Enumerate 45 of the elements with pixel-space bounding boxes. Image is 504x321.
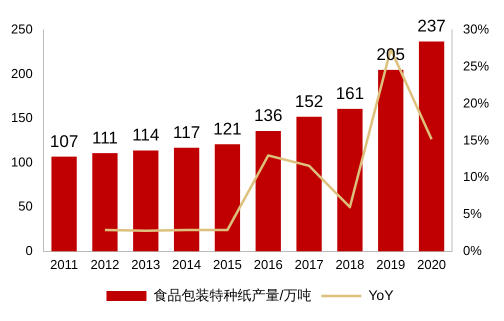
x-tick-label: 2011: [50, 256, 78, 272]
data-label: 152: [294, 92, 324, 111]
x-tick-label: 2015: [212, 256, 242, 272]
bar: [418, 42, 444, 252]
y-tick-label: 100: [10, 154, 33, 170]
x-tick-label: 2019: [376, 256, 406, 272]
y-tick-label: 200: [10, 66, 33, 81]
y-tick-label: 50: [18, 198, 33, 214]
x-tick-label: 2017: [294, 256, 324, 272]
bar: [378, 70, 404, 252]
y-tick-label: 150: [10, 110, 33, 126]
x-tick-label: 2012: [90, 256, 120, 272]
data-label: 237: [417, 16, 446, 36]
bar: [296, 116, 322, 252]
data-label: 107: [50, 132, 78, 151]
data-label: 205: [376, 45, 405, 64]
data-label: 111: [92, 128, 118, 148]
x-tick-label: 2018: [335, 256, 364, 272]
y2-tick-label: 10%: [462, 169, 490, 184]
data-label: 117: [173, 122, 200, 142]
x-tick-label: 2014: [172, 256, 202, 272]
y-tick-label: 250: [10, 22, 33, 37]
x-tick-label: 2020: [417, 256, 446, 272]
bar: [256, 130, 281, 252]
y-tick-label: 0: [25, 242, 33, 258]
data-label: 136: [254, 106, 282, 126]
bar: [337, 108, 363, 252]
y2-tick-label: 20%: [462, 95, 490, 110]
y2-tick-label: 0%: [462, 242, 482, 258]
bar: [92, 153, 118, 252]
legend-label: YoY: [368, 286, 394, 303]
data-label: 121: [213, 119, 242, 138]
x-tick-label: 2013: [131, 256, 160, 272]
bar: [133, 150, 158, 252]
bar: [174, 148, 200, 252]
y2-tick-label: 15%: [462, 132, 490, 148]
legend-label: 食品包装特种纸产量/万吨: [153, 286, 312, 303]
data-label: 114: [132, 126, 160, 145]
y2-tick-label: 5%: [462, 206, 482, 222]
data-label: 161: [336, 84, 364, 104]
y2-tick-label: 25%: [462, 58, 490, 74]
y2-tick-label: 30%: [462, 22, 490, 37]
bar: [51, 156, 77, 252]
bar: [214, 144, 240, 252]
x-tick-label: 2016: [254, 256, 283, 272]
